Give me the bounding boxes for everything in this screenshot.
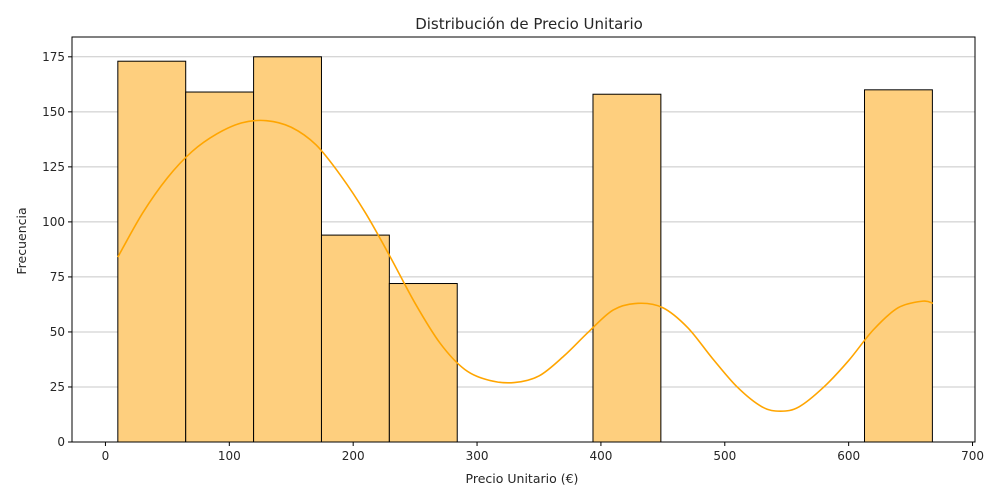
x-tick-label: 600 (837, 449, 860, 463)
y-tick-label: 175 (42, 50, 65, 64)
x-tick-label: 300 (466, 449, 489, 463)
y-tick-label: 150 (42, 105, 65, 119)
histogram-bar (388, 283, 458, 443)
y-tick-label: 50 (50, 325, 65, 339)
x-tick-label: 200 (342, 449, 365, 463)
axes-layer (71, 36, 976, 443)
y-tick-label: 100 (42, 215, 65, 229)
histogram-bar (253, 56, 322, 443)
kde-curve (117, 119, 934, 412)
histogram-bar (117, 60, 187, 443)
x-tick-label: 0 (102, 449, 110, 463)
x-tick-label: 400 (589, 449, 612, 463)
y-ticks: 0 25 50 75 100 125 150 175 (42, 50, 72, 449)
bars-layer (117, 56, 933, 443)
y-tick-label: 0 (57, 435, 65, 449)
y-tick-label: 25 (50, 380, 65, 394)
x-ticks: 0 100 200 300 400 500 600 700 (102, 442, 984, 463)
y-tick-label: 125 (42, 160, 65, 174)
histogram-bar (185, 91, 255, 443)
plot-frame (71, 36, 976, 443)
y-tick-label: 75 (50, 270, 65, 284)
histogram-bar (592, 93, 662, 443)
histogram-bar (320, 234, 390, 443)
histogram-bar (864, 89, 933, 443)
chart-title: Distribución de Precio Unitario (415, 15, 643, 33)
y-axis-label: Frecuencia (14, 207, 29, 274)
x-tick-label: 700 (961, 449, 984, 463)
x-axis-label: Precio Unitario (€) (466, 471, 579, 486)
x-tick-label: 100 (218, 449, 241, 463)
kde-layer (117, 119, 934, 412)
x-tick-label: 500 (713, 449, 736, 463)
